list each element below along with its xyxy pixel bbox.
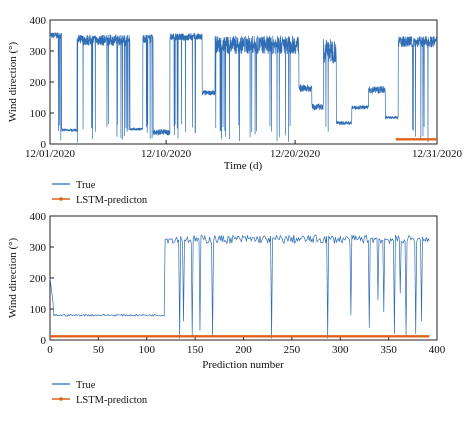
bottom-plot-area [49, 234, 430, 339]
y-tick-label: 400 [30, 15, 47, 27]
top-legend-true-label: True [76, 180, 96, 191]
y-tick-label: 200 [30, 273, 47, 285]
y-tick-label: 0 [41, 335, 47, 347]
x-tick-label: 100 [139, 344, 156, 356]
x-tick-label: 200 [235, 344, 252, 356]
top-x-axis: 12/01/2020 12/10/2020 12/20/2020 12/31/2020 [25, 140, 463, 160]
bottom-y-axis: 0 100 200 300 400 [30, 211, 54, 347]
x-tick-label: 350 [380, 344, 397, 356]
top-plot-area [49, 31, 438, 143]
bottom-plot-frame [49, 215, 438, 341]
top-y-axis-label: Wind direction (°) [7, 42, 19, 123]
y-tick-label: 300 [30, 242, 47, 254]
y-tick-label: 100 [30, 304, 47, 316]
bottom-true-series-line [49, 234, 430, 339]
chart-top: 0 100 200 300 400 12/01/2020 12/10/2020 12/20/… [7, 15, 463, 206]
top-legend: True LSTM-predicton [52, 180, 148, 206]
y-tick-label: 200 [30, 77, 47, 89]
bottom-legend: True LSTM-predicton [52, 380, 148, 406]
y-tick-label: 100 [30, 108, 47, 120]
y-tick-label: 300 [30, 46, 47, 58]
bottom-y-axis-label: Wind direction (°) [7, 238, 19, 319]
bottom-x-axis: 0 50 100 150 200 250 300 350 400 [47, 336, 446, 356]
bottom-legend-lstm-marker [59, 397, 63, 401]
top-x-axis-label: Time (d) [224, 160, 263, 172]
x-tick-label: 50 [93, 344, 105, 356]
y-tick-label: 400 [30, 211, 47, 223]
y-tick-label: 0 [41, 139, 47, 151]
bottom-legend-lstm-label: LSTM-predicton [76, 395, 148, 406]
bottom-x-axis-label: Prediction number [202, 359, 284, 371]
x-tick-label: 12/10/2020 [141, 148, 192, 160]
x-tick-label: 250 [284, 344, 301, 356]
x-tick-label: 12/20/2020 [270, 148, 321, 160]
top-y-axis: 0 100 200 300 400 [30, 15, 54, 151]
x-tick-label: 400 [429, 344, 446, 356]
x-tick-label: 0 [47, 344, 53, 356]
top-legend-lstm-label: LSTM-predicton [76, 195, 148, 206]
top-legend-lstm-marker [59, 197, 63, 201]
top-true-series-line [49, 31, 438, 143]
chart-bottom: 0 100 200 300 400 0 50 100 150 200 250 300 350 400 P… [7, 211, 446, 406]
x-tick-label: 12/01/2020 [25, 148, 76, 160]
x-tick-label: 12/31/2020 [412, 148, 463, 160]
x-tick-label: 300 [332, 344, 349, 356]
bottom-legend-true-label: True [76, 380, 96, 391]
x-tick-label: 150 [187, 344, 204, 356]
